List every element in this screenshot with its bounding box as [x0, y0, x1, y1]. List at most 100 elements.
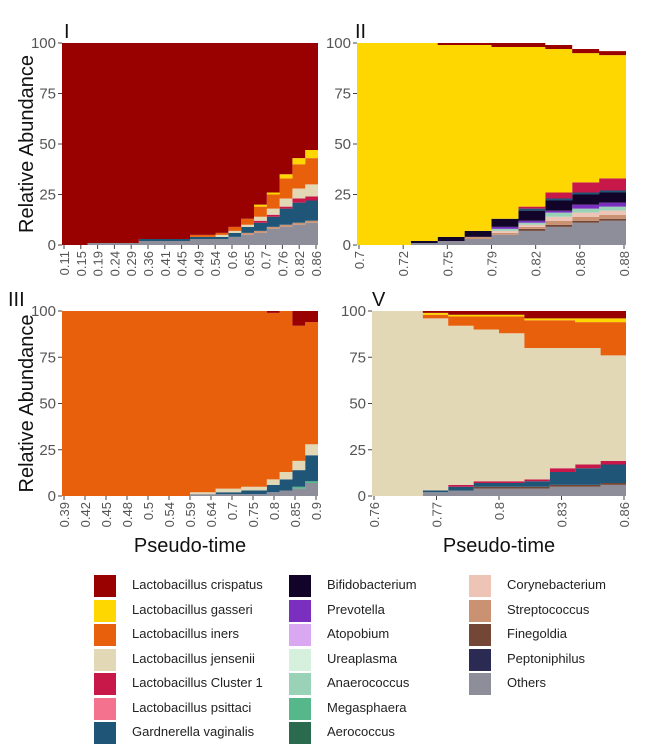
x-tick-label: 0.7: [352, 251, 367, 269]
area-anaerococcus: [357, 202, 626, 245]
legend-swatch: [94, 697, 116, 720]
legend-item: Lactobacillus iners: [94, 622, 274, 646]
legend-swatch: [94, 575, 116, 597]
y-axis-title: Relative Abundance: [16, 55, 38, 233]
area-gardnerella-vaginalis: [62, 190, 318, 245]
y-tick-label: 25: [334, 187, 351, 204]
y-tick-label: 100: [341, 303, 366, 320]
x-tick-label: 0.76: [275, 251, 290, 276]
area-lactobacillus-crispatus: [62, 311, 318, 326]
x-tick-label: 0.15: [74, 251, 89, 276]
area-lactobacillus-iners: [62, 311, 318, 496]
y-tick-label: 0: [343, 237, 351, 254]
panel-label: II: [355, 21, 366, 43]
area-streptococcus: [357, 210, 626, 245]
x-tick-label: 0.75: [440, 251, 455, 276]
panel-label: I: [64, 21, 70, 43]
legend-swatch: [94, 648, 116, 671]
legend-swatch: [94, 624, 116, 646]
legend-item: Others: [469, 671, 645, 695]
y-tick-label: 75: [39, 349, 56, 366]
x-tick-label: 0.45: [99, 502, 114, 527]
legend-label: Lactobacillus iners: [132, 626, 239, 641]
legend-item: Ureaplasma: [289, 647, 469, 671]
area-lactobacillus-crispatus: [357, 43, 626, 60]
area-others: [357, 216, 626, 245]
legend-label: Atopobium: [327, 626, 390, 641]
legend-item: Lactobacillus gasseri: [94, 598, 274, 622]
legend-item: Gardnerella vaginalis: [94, 720, 274, 744]
panel-label: V: [372, 289, 386, 311]
x-tick-label: 0.42: [78, 502, 93, 527]
y-tick-label: 50: [349, 396, 366, 413]
legend-label: Prevotella: [327, 601, 385, 617]
x-tick-label: 0.88: [617, 251, 632, 276]
x-tick-label: 0.75: [246, 502, 261, 527]
x-tick-label: 0.48: [120, 502, 135, 527]
legend-item: Streptococcus: [469, 598, 645, 622]
x-tick-label: 0.64: [204, 502, 219, 527]
x-tick-label: 0.24: [107, 251, 122, 276]
area-others: [62, 216, 318, 245]
legend-label: Lactobacillus gasseri: [132, 601, 253, 617]
y-tick-label: 50: [39, 396, 56, 413]
legend-item: Megasphaera: [289, 696, 469, 720]
legend-swatch: [469, 575, 491, 597]
area-lactobacillus-gasseri: [372, 311, 626, 324]
legend-swatch: [289, 624, 311, 646]
area-lactobacillus-crispatus: [62, 43, 318, 245]
x-tick-label: 0.29: [124, 251, 139, 276]
x-tick-label: 0.6: [225, 251, 240, 269]
legend-item: Peptoniphilus: [469, 647, 645, 671]
x-tick-label: 0.19: [91, 251, 106, 276]
y-tick-label: 100: [31, 35, 56, 52]
y-tick-label: 25: [39, 187, 56, 204]
legend-label: Lactobacillus Cluster 1: [132, 675, 263, 690]
x-tick-label: 0.79: [485, 251, 500, 276]
x-tick-label: 0.7: [259, 251, 274, 269]
legend-swatch: [289, 648, 311, 671]
x-tick-label: 0.65: [242, 251, 257, 276]
y-tick-label: 75: [349, 349, 366, 366]
x-tick-label: 0.11: [57, 251, 72, 275]
legend-item: Corynebacterium: [469, 573, 645, 597]
x-tick-label: 0.76: [367, 502, 382, 527]
x-tick-label: 0.83: [555, 502, 570, 527]
x-tick-label: 0.72: [396, 251, 411, 276]
legend-swatch: [289, 599, 311, 622]
legend-swatch: [469, 673, 491, 695]
area-others: [62, 473, 318, 496]
legend-label: Lactobacillus psittaci: [132, 699, 252, 715]
y-axis-title: Relative Abundance: [16, 315, 38, 493]
y-tick-label: 0: [358, 488, 366, 505]
y-tick-label: 0: [48, 237, 56, 254]
x-axis-title: Pseudo-time: [134, 535, 246, 557]
legend-label: Anaerococcus: [327, 675, 410, 690]
legend-swatch: [289, 575, 311, 597]
x-tick-label: 0.86: [309, 251, 324, 276]
x-tick-label: 0.82: [292, 251, 307, 276]
legend-label: Streptococcus: [507, 601, 590, 617]
area-gardnerella-vaginalis: [62, 436, 318, 496]
legend-label: Finegoldia: [507, 626, 567, 641]
legend-swatch: [94, 673, 116, 695]
legend-label: Bifidobacterium: [327, 577, 417, 592]
y-tick-label: 100: [31, 303, 56, 320]
legend: Lactobacillus crispatus Lactobacillus gas…: [94, 573, 634, 744]
y-tick-label: 50: [334, 136, 351, 153]
legend-label: Corynebacterium: [507, 577, 606, 592]
legend-swatch: [94, 722, 116, 744]
legend-item: Lactobacillus psittaci: [94, 696, 274, 720]
legend-item: Aerococcus: [289, 720, 469, 744]
x-tick-label: 0.82: [529, 251, 544, 276]
y-tick-label: 75: [39, 86, 56, 103]
x-tick-label: 0.45: [175, 251, 190, 276]
legend-item: Lactobacillus Cluster 1: [94, 671, 274, 695]
area-lactobacillus-jensenii: [372, 311, 626, 496]
x-axis-title: Pseudo-time: [443, 535, 555, 557]
y-tick-label: 0: [48, 488, 56, 505]
area-others: [372, 483, 626, 496]
x-tick-label: 0.36: [141, 251, 156, 276]
